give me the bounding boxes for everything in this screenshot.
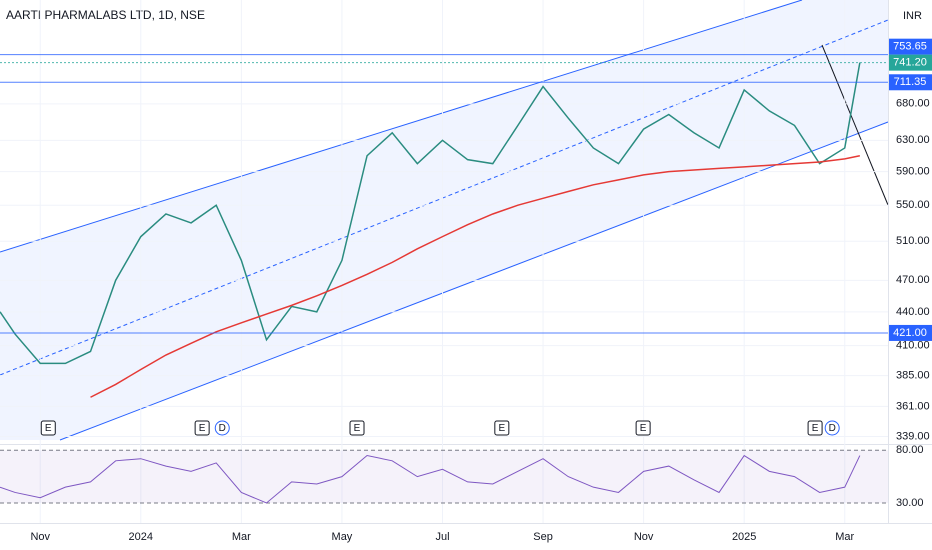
y-tick-label: 385.00 xyxy=(896,370,930,382)
x-tick-label: Nov xyxy=(634,531,654,543)
level-label: 741.20 xyxy=(893,57,927,69)
event-label: D xyxy=(829,423,836,434)
event-label: E xyxy=(812,423,819,434)
rsi-tick-label: 80.00 xyxy=(896,444,924,456)
event-marker xyxy=(635,420,651,436)
y-tick-label: 361.00 xyxy=(896,400,930,412)
event-marker xyxy=(40,420,56,436)
rsi-tick-label: 30.00 xyxy=(896,497,924,509)
x-tick-label: May xyxy=(332,531,353,543)
y-tick-label: 510.00 xyxy=(896,235,930,247)
level-label-box xyxy=(889,324,932,341)
y-tick-label: 680.00 xyxy=(896,98,930,110)
channel-mid xyxy=(0,19,889,376)
event-label: E xyxy=(498,423,505,434)
level-label-box xyxy=(889,74,932,91)
price-line xyxy=(0,62,861,365)
y-tick-label: 440.00 xyxy=(896,306,930,318)
x-tick-label: Mar xyxy=(232,531,251,543)
y-tick-label: 630.00 xyxy=(896,134,930,146)
event-marker xyxy=(807,420,823,436)
level-label-box xyxy=(889,54,932,71)
level-label-box xyxy=(889,38,932,55)
y-tick-label: 470.00 xyxy=(896,274,930,286)
x-tick-label: Jul xyxy=(435,531,449,543)
event-label: E xyxy=(199,423,206,434)
y-tick-label: 550.00 xyxy=(896,199,930,211)
y-tick-label: 339.00 xyxy=(896,430,930,442)
x-tick-label: 2025 xyxy=(732,531,756,543)
event-label: E xyxy=(354,423,361,434)
level-label: 711.35 xyxy=(894,76,927,88)
x-tick-label: Sep xyxy=(533,531,553,543)
event-label: E xyxy=(45,423,52,434)
event-marker xyxy=(824,420,840,436)
level-label: 421.00 xyxy=(893,327,927,339)
event-marker xyxy=(349,420,365,436)
event-marker xyxy=(494,420,510,436)
event-label: D xyxy=(219,423,226,434)
rsi-band xyxy=(0,450,888,503)
price-line xyxy=(90,154,860,398)
chart-title: AARTI PHARMALABS LTD, 1D, NSE xyxy=(6,8,205,22)
currency: INR xyxy=(903,10,922,22)
x-tick-label: Mar xyxy=(835,531,854,543)
channel-lower xyxy=(59,121,889,441)
channel-upper xyxy=(0,0,803,253)
rsi-line xyxy=(0,454,861,504)
event-marker xyxy=(194,420,210,436)
event-label: E xyxy=(640,423,647,434)
level-label: 753.65 xyxy=(893,41,927,53)
y-tick-label: 590.00 xyxy=(896,166,930,178)
rsi-pane xyxy=(0,445,888,523)
event-marker xyxy=(214,420,230,436)
y-tick-label: 410.00 xyxy=(896,340,930,352)
trend-line xyxy=(821,44,889,206)
x-tick-label: Nov xyxy=(30,531,50,543)
x-tick-label: 2024 xyxy=(129,531,153,543)
